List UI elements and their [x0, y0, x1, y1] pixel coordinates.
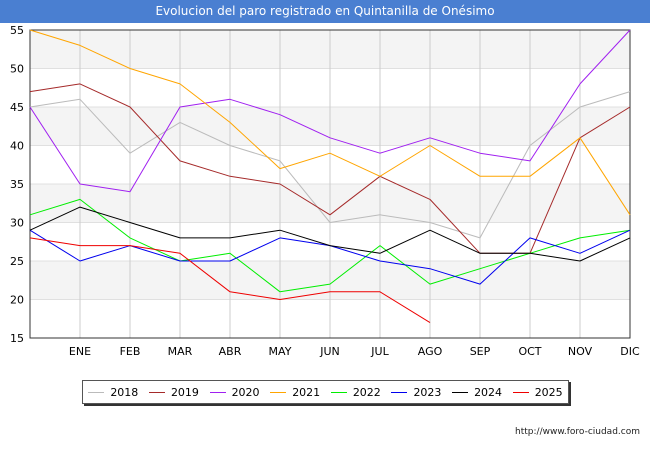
series-line-2018 [29, 91, 631, 239]
x-tick-label: MAY [269, 345, 292, 358]
x-tick-label: ABR [219, 345, 242, 358]
legend-label: 2020 [231, 385, 260, 399]
legend-label: 2022 [352, 385, 381, 399]
legend-item-2018: 2018 [88, 386, 138, 399]
y-tick-label: 40 [10, 140, 24, 153]
line-chart: 15 20 25 30 35 40 45 50 55 ENE FEB MAR ABR MAY JUN JUL A… [10, 24, 640, 358]
legend-swatch [270, 391, 287, 393]
legend-item-2025: 2025 [512, 385, 563, 399]
y-tick-label: 50 [10, 63, 24, 76]
y-tick-label: 55 [10, 24, 24, 37]
legend-item-2022: 2022 [330, 385, 381, 399]
legend-label: 2021 [292, 385, 321, 399]
legend-swatch [88, 391, 105, 393]
chart-title: Evolucion del paro registrado en Quintan… [0, 0, 650, 23]
y-tick-label: 20 [10, 294, 24, 307]
y-tick-label: 25 [10, 255, 24, 268]
legend-swatch [209, 391, 226, 393]
legend-label: 2025 [534, 385, 563, 399]
x-tick-label: AGO [418, 345, 443, 358]
y-tick-label: 35 [10, 178, 24, 191]
legend-label: 2018 [110, 385, 139, 399]
legend-item-2019: 2019 [148, 385, 199, 399]
legend-item-2023: 2023 [391, 386, 441, 399]
legend-swatch [452, 391, 469, 393]
legend-label: 2019 [170, 385, 199, 399]
legend-item-2021: 2021 [270, 386, 320, 399]
legend-label: 2024 [474, 385, 503, 399]
x-tick-label: FEB [120, 345, 141, 358]
y-tick-label: 15 [10, 332, 24, 345]
legend-swatch [330, 391, 347, 393]
legend-swatch [148, 391, 165, 393]
legend-label: 2023 [413, 385, 442, 399]
x-tick-label: SEP [470, 345, 491, 358]
plot-frame [29, 29, 631, 339]
x-tick-label: NOV [568, 345, 593, 358]
x-tick-label: JUL [370, 345, 389, 358]
y-tick-label: 30 [10, 217, 24, 230]
source-url: http://www.foro-ciudad.com [515, 427, 640, 437]
legend-swatch [512, 391, 529, 393]
chart-legend: 2018 2019 2020 2021 2022 2023 2024 2025 [82, 380, 569, 404]
series-line-2024 [29, 206, 631, 262]
legend-item-2020: 2020 [209, 385, 260, 399]
series-line-2021 [29, 29, 631, 216]
x-tick-label: MAR [168, 345, 193, 358]
x-tick-label: ENE [69, 345, 91, 358]
legend-swatch [391, 391, 408, 393]
x-tick-label: OCT [518, 345, 541, 358]
x-tick-label: DIC [620, 345, 640, 358]
legend-item-2024: 2024 [452, 386, 502, 399]
series-line-2025 [29, 237, 431, 324]
x-tick-label: JUN [319, 345, 340, 358]
y-tick-label: 45 [10, 101, 24, 114]
series-line-2020 [29, 29, 631, 193]
